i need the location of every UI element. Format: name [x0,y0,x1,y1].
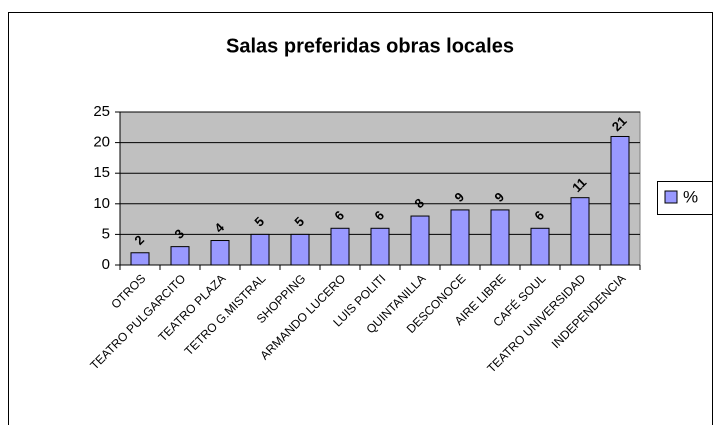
bar [170,246,190,266]
bar [370,227,390,266]
bar [130,252,150,266]
bar [570,197,590,266]
bar [530,227,550,266]
bar [450,209,470,266]
y-tick-label: 10 [93,195,110,212]
legend-swatch [664,190,678,204]
y-tick-label: 5 [102,225,110,242]
bar [250,233,270,266]
y-tick-label: 15 [93,164,110,181]
y-tick-label: 25 [93,103,110,120]
bar [490,209,510,266]
bar [410,215,430,266]
legend-label: % [683,187,698,206]
bar [290,233,310,266]
y-tick-label: 0 [102,256,110,273]
bar [210,240,230,266]
bar [610,135,630,266]
bar [330,227,350,266]
y-tick-label: 20 [93,134,110,151]
chart-title: Salas preferidas obras locales [226,35,514,57]
